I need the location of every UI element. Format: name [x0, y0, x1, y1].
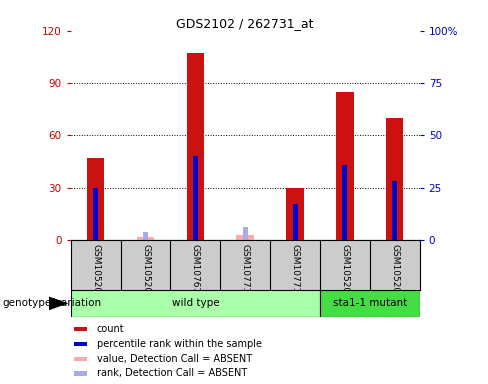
Bar: [137, 237, 154, 240]
Text: GSM105206: GSM105206: [390, 244, 399, 299]
Title: GDS2102 / 262731_at: GDS2102 / 262731_at: [177, 17, 314, 30]
Bar: [87, 158, 104, 240]
Bar: [74, 357, 87, 361]
Bar: [343, 165, 347, 240]
Bar: [336, 92, 354, 240]
Bar: [392, 181, 397, 240]
Bar: [74, 327, 87, 331]
Bar: [93, 188, 98, 240]
Bar: [193, 156, 198, 240]
Bar: [243, 227, 248, 240]
Text: value, Detection Call = ABSENT: value, Detection Call = ABSENT: [97, 354, 252, 364]
Text: wild type: wild type: [172, 298, 219, 308]
Text: GSM105204: GSM105204: [141, 244, 150, 299]
Text: count: count: [97, 324, 124, 334]
Text: GSM107711: GSM107711: [241, 244, 250, 299]
Bar: [237, 235, 254, 240]
Polygon shape: [49, 296, 68, 310]
Bar: [293, 204, 298, 240]
Bar: [320, 290, 420, 317]
Text: GSM107712: GSM107712: [290, 244, 300, 299]
Text: GSM105203: GSM105203: [91, 244, 100, 299]
Text: genotype/variation: genotype/variation: [2, 298, 102, 308]
Bar: [286, 188, 304, 240]
Bar: [386, 118, 404, 240]
Bar: [186, 53, 204, 240]
Text: sta1-1 mutant: sta1-1 mutant: [333, 298, 407, 308]
Bar: [74, 342, 87, 346]
Bar: [143, 232, 148, 240]
Text: rank, Detection Call = ABSENT: rank, Detection Call = ABSENT: [97, 368, 247, 378]
Text: percentile rank within the sample: percentile rank within the sample: [97, 339, 262, 349]
Text: GSM105205: GSM105205: [341, 244, 349, 299]
Bar: [71, 290, 320, 317]
Bar: [74, 371, 87, 376]
Text: GSM107670: GSM107670: [191, 244, 200, 299]
